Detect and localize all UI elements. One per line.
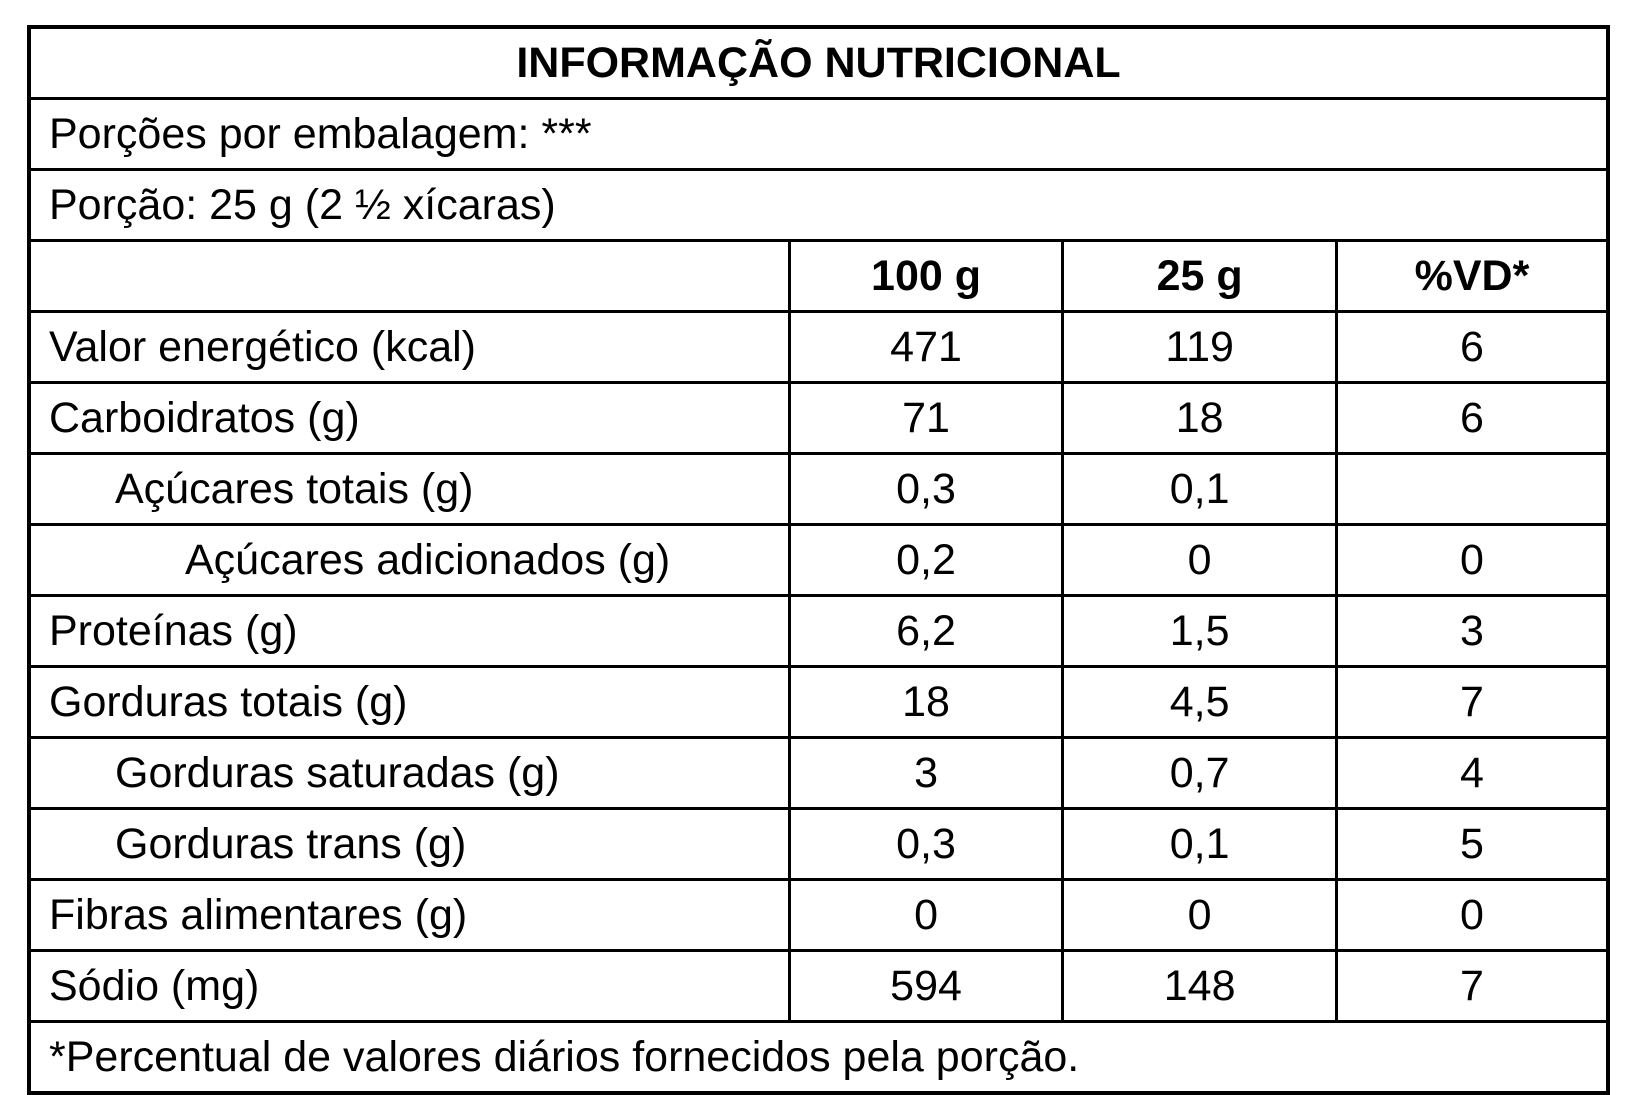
value-per-100g: 18 xyxy=(787,665,1065,739)
value-per-100g: 471 xyxy=(787,310,1065,384)
nutrient-label: Carboidratos (g) xyxy=(27,381,791,455)
nutrient-row: Gorduras saturadas (g) 3 0,7 4 xyxy=(27,736,1610,810)
nutrient-label: Sódio (mg) xyxy=(27,949,791,1023)
serving-size-row: Porção: 25 g (2 ½ xícaras) xyxy=(27,168,1610,242)
nutrient-label: Fibras alimentares (g) xyxy=(27,878,791,952)
title-row: INFORMAÇÃO NUTRICIONAL xyxy=(27,25,1610,100)
table-title: INFORMAÇÃO NUTRICIONAL xyxy=(27,25,1610,100)
nutrient-row: Açúcares totais (g) 0,3 0,1 xyxy=(27,452,1610,526)
servings-per-package-row: Porções por embalagem: *** xyxy=(27,97,1610,171)
value-per-100g: 0,3 xyxy=(787,452,1065,526)
value-per-serving: 0,1 xyxy=(1061,452,1338,526)
nutrient-row: Fibras alimentares (g) 0 0 0 xyxy=(27,878,1610,952)
column-header-row: 100 g 25 g %VD* xyxy=(27,239,1610,313)
nutrient-row: Açúcares adicionados (g) 0,2 0 0 xyxy=(27,523,1610,597)
nutrient-row: Carboidratos (g) 71 18 6 xyxy=(27,381,1610,455)
footnote: *Percentual de valores diários fornecido… xyxy=(27,1020,1610,1095)
value-per-serving: 0,7 xyxy=(1061,736,1338,810)
daily-value-percent: 5 xyxy=(1334,807,1610,881)
daily-value-percent: 7 xyxy=(1334,665,1610,739)
daily-value-percent: 0 xyxy=(1334,523,1610,597)
daily-value-percent: 6 xyxy=(1334,381,1610,455)
value-per-100g: 71 xyxy=(787,381,1065,455)
value-per-100g: 0 xyxy=(787,878,1065,952)
value-per-serving: 0 xyxy=(1061,878,1338,952)
value-per-100g: 0,2 xyxy=(787,523,1065,597)
value-per-serving: 119 xyxy=(1061,310,1338,384)
serving-size: Porção: 25 g (2 ½ xícaras) xyxy=(27,168,1610,242)
value-per-serving: 1,5 xyxy=(1061,594,1338,668)
value-per-serving: 18 xyxy=(1061,381,1338,455)
nutrient-row: Valor energético (kcal) 471 119 6 xyxy=(27,310,1610,384)
servings-per-package: Porções por embalagem: *** xyxy=(27,97,1610,171)
nutrient-row: Sódio (mg) 594 148 7 xyxy=(27,949,1610,1023)
nutrient-label: Gorduras trans (g) xyxy=(27,807,791,881)
value-per-100g: 3 xyxy=(787,736,1065,810)
nutrition-table-body: INFORMAÇÃO NUTRICIONAL Porções por embal… xyxy=(27,25,1610,1095)
value-per-100g: 0,3 xyxy=(787,807,1065,881)
daily-value-percent: 4 xyxy=(1334,736,1610,810)
nutrient-label: Gorduras totais (g) xyxy=(27,665,791,739)
column-header-daily-value: %VD* xyxy=(1334,239,1610,313)
value-per-serving: 148 xyxy=(1061,949,1338,1023)
nutrient-row: Proteínas (g) 6,2 1,5 3 xyxy=(27,594,1610,668)
nutrient-row: Gorduras totais (g) 18 4,5 7 xyxy=(27,665,1610,739)
nutrition-facts-table: INFORMAÇÃO NUTRICIONAL Porções por embal… xyxy=(27,25,1610,1095)
value-per-serving: 0 xyxy=(1061,523,1338,597)
nutrient-row: Gorduras trans (g) 0,3 0,1 5 xyxy=(27,807,1610,881)
daily-value-percent: 7 xyxy=(1334,949,1610,1023)
nutrient-label: Valor energético (kcal) xyxy=(27,310,791,384)
column-header-nutrient xyxy=(27,239,791,313)
value-per-100g: 6,2 xyxy=(787,594,1065,668)
nutrient-label: Açúcares totais (g) xyxy=(27,452,791,526)
nutrient-label: Açúcares adicionados (g) xyxy=(27,523,791,597)
daily-value-percent xyxy=(1334,452,1610,526)
column-header-per-100g: 100 g xyxy=(787,239,1065,313)
nutrient-label: Proteínas (g) xyxy=(27,594,791,668)
daily-value-percent: 3 xyxy=(1334,594,1610,668)
footnote-row: *Percentual de valores diários fornecido… xyxy=(27,1020,1610,1095)
value-per-serving: 4,5 xyxy=(1061,665,1338,739)
column-header-per-serving: 25 g xyxy=(1061,239,1338,313)
nutrient-label: Gorduras saturadas (g) xyxy=(27,736,791,810)
daily-value-percent: 6 xyxy=(1334,310,1610,384)
daily-value-percent: 0 xyxy=(1334,878,1610,952)
value-per-100g: 594 xyxy=(787,949,1065,1023)
value-per-serving: 0,1 xyxy=(1061,807,1338,881)
